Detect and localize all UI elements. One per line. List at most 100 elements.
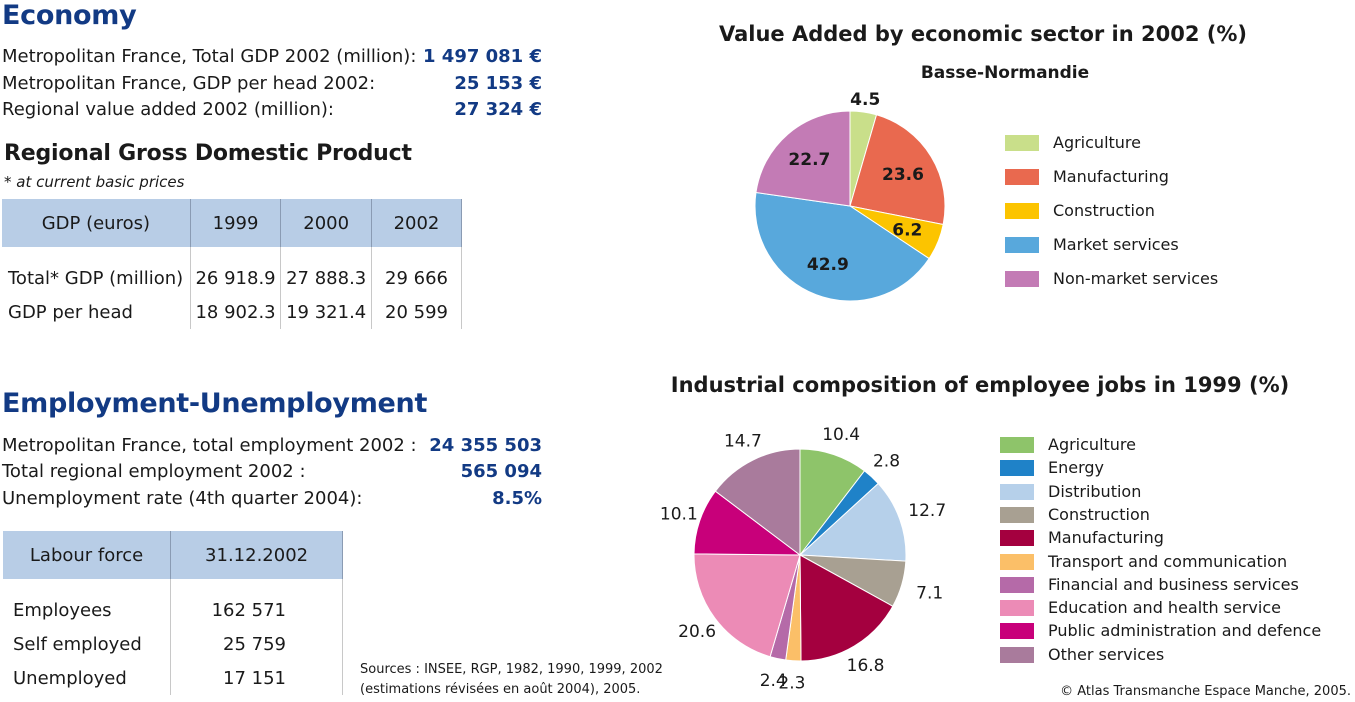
employment-stat-row: Unemployment rate (4th quarter 2004): 8.… xyxy=(2,488,542,512)
pie-slice-manufacturing xyxy=(849,114,946,226)
pie-slice-distribution xyxy=(798,482,907,562)
gdp-cell: 20 599 xyxy=(371,295,463,329)
legend-swatch xyxy=(1005,271,1039,287)
gdp-table-note: * at current basic prices xyxy=(4,173,185,191)
sources-note: Sources : INSEE, RGP, 1982, 1990, 1999, … xyxy=(360,660,663,700)
legend-swatch xyxy=(1005,169,1039,185)
legend-swatch xyxy=(1000,646,1034,663)
legend-label: Distribution xyxy=(1048,481,1142,501)
legend-swatch xyxy=(1000,553,1034,570)
legend-label: Market services xyxy=(1053,235,1179,254)
legend-swatch xyxy=(1000,437,1034,453)
pie-data-label: 6.2 xyxy=(892,221,922,241)
legend-swatch xyxy=(1000,600,1034,617)
legend-label: Agriculture xyxy=(1053,133,1141,152)
pie-data-label: 2.3 xyxy=(778,674,805,694)
gdp-cell: 19 321.4 xyxy=(280,295,372,329)
gdp-row-label: Total* GDP (million) xyxy=(2,247,191,295)
sources-line: (estimations révisées en août 2004), 200… xyxy=(360,682,641,697)
gdp-cell: 27 888.3 xyxy=(280,247,372,295)
stat-label: Total regional employment 2002 : xyxy=(2,461,306,482)
pie-data-label: 2.8 xyxy=(873,452,900,472)
legend-swatch xyxy=(1005,203,1039,219)
stat-label: Unemployment rate (4th quarter 2004): xyxy=(2,488,363,509)
stat-label: Metropolitan France, Total GDP 2002 (mil… xyxy=(2,46,417,67)
legend-swatch xyxy=(1005,135,1039,151)
pie-data-label: 4.5 xyxy=(850,90,880,110)
economy-stat-row: Regional value added 2002 (million): 27 … xyxy=(2,99,542,123)
gdp-header-cell: GDP (euros) xyxy=(2,199,191,247)
economy-stat-row: Metropolitan France, Total GDP 2002 (mil… xyxy=(2,46,542,70)
stat-label: Metropolitan France, total employment 20… xyxy=(2,435,417,456)
legend-label: Manufacturing xyxy=(1048,528,1164,548)
legend-swatch xyxy=(1000,506,1034,523)
stat-value: 1 497 081 € xyxy=(423,46,542,67)
labour-row-label: Employees xyxy=(3,579,172,627)
legend-swatch xyxy=(1000,623,1034,640)
chart1-subtitle: Basse-Normandie xyxy=(920,63,1090,83)
legend-label: Public administration and defence xyxy=(1048,621,1322,641)
pie-data-label: 10.1 xyxy=(660,505,698,525)
pie-data-label: 2.4 xyxy=(760,671,787,691)
pie-data-label: 42.9 xyxy=(807,255,849,275)
employment-heading: Employment-Unemployment xyxy=(2,388,428,419)
stat-value: 565 094 xyxy=(460,461,542,482)
legend-label: Energy xyxy=(1048,458,1105,478)
pie-chart-employee-jobs: 10.4 2.8 12.7 7.1 16.8 2.32.4 20.6 10.1 14.7 xyxy=(660,425,946,694)
labour-row-label: Unemployed xyxy=(3,661,172,695)
gdp-cell: 26 918.9 xyxy=(190,247,282,295)
legend-swatch xyxy=(1000,576,1034,593)
employment-stat-row: Total regional employment 2002 : 565 094 xyxy=(2,461,542,485)
labour-cell: 162 571 xyxy=(170,579,343,627)
stat-label: Regional value added 2002 (million): xyxy=(2,99,334,120)
legend-label: Financial and business services xyxy=(1048,574,1299,594)
economy-heading: Economy xyxy=(2,0,137,31)
pie-data-label: 14.7 xyxy=(724,431,762,451)
labour-table: Labour force 31.12.2002 Employees 162 57… xyxy=(3,531,343,695)
stat-value: 27 324 € xyxy=(454,99,542,120)
copyright: © Atlas Transmanche Espace Manche, 2005. xyxy=(1060,684,1351,699)
pie-data-label: 10.4 xyxy=(822,425,860,445)
legend-swatch xyxy=(1000,460,1034,477)
chart1-legend: Agriculture Manufacturing Construction Mark… xyxy=(1005,133,1265,293)
legend-label: Construction xyxy=(1053,201,1155,220)
legend-swatch xyxy=(1005,237,1039,253)
stat-value: 24 355 503 xyxy=(429,435,542,456)
legend-label: Education and health service xyxy=(1048,598,1281,618)
gdp-cell: 18 902.3 xyxy=(190,295,282,329)
employment-stat-row: Metropolitan France, total employment 20… xyxy=(2,435,542,459)
pie-data-label: 23.6 xyxy=(882,165,924,185)
pie-data-label: 7.1 xyxy=(916,583,943,603)
gdp-header-cell: 2002 xyxy=(371,199,463,247)
pie-slice-other-services xyxy=(714,448,801,557)
labour-cell: 25 759 xyxy=(170,627,343,661)
legend-swatch xyxy=(1000,483,1034,500)
pie-slice-agriculture xyxy=(799,448,866,557)
pie-slice-market-services xyxy=(754,191,930,302)
legend-label: Construction xyxy=(1048,504,1150,524)
labour-row-label: Self employed xyxy=(3,627,172,661)
pie-data-label: 20.6 xyxy=(678,622,716,642)
stat-value: 25 153 € xyxy=(454,73,542,94)
legend-label: Transport and communication xyxy=(1048,551,1288,571)
gdp-cell: 29 666 xyxy=(371,247,463,295)
legend-swatch xyxy=(1000,530,1034,547)
pie-data-label: 12.7 xyxy=(908,501,946,521)
gdp-row-label: GDP per head xyxy=(2,295,191,329)
stat-value: 8.5% xyxy=(492,488,542,509)
legend-label: Non-market services xyxy=(1053,269,1219,288)
labour-header-cell: Labour force xyxy=(3,531,172,579)
legend-label: Manufacturing xyxy=(1053,167,1169,186)
gdp-header-cell: 2000 xyxy=(280,199,372,247)
stat-label: Metropolitan France, GDP per head 2002: xyxy=(2,73,376,94)
legend-label: Agriculture xyxy=(1048,435,1136,454)
gdp-table-heading: Regional Gross Domestic Product xyxy=(4,141,412,166)
pie-chart-value-added: 4.5 23.6 6.2 42.9 22.7 xyxy=(754,90,946,302)
chart1-title: Value Added by economic sector in 2002 (… xyxy=(718,22,1248,46)
chart2-legend: Agriculture Energy Distribution Constructio… xyxy=(1000,435,1340,667)
pie-slice-education-and-health-service xyxy=(693,553,801,658)
labour-cell: 17 151 xyxy=(170,661,343,695)
economy-stat-row: Metropolitan France, GDP per head 2002: … xyxy=(2,73,542,97)
pie-data-label: 22.7 xyxy=(788,150,830,170)
gdp-table: GDP (euros) 1999 2000 2002 Total* GDP (m… xyxy=(2,199,463,329)
